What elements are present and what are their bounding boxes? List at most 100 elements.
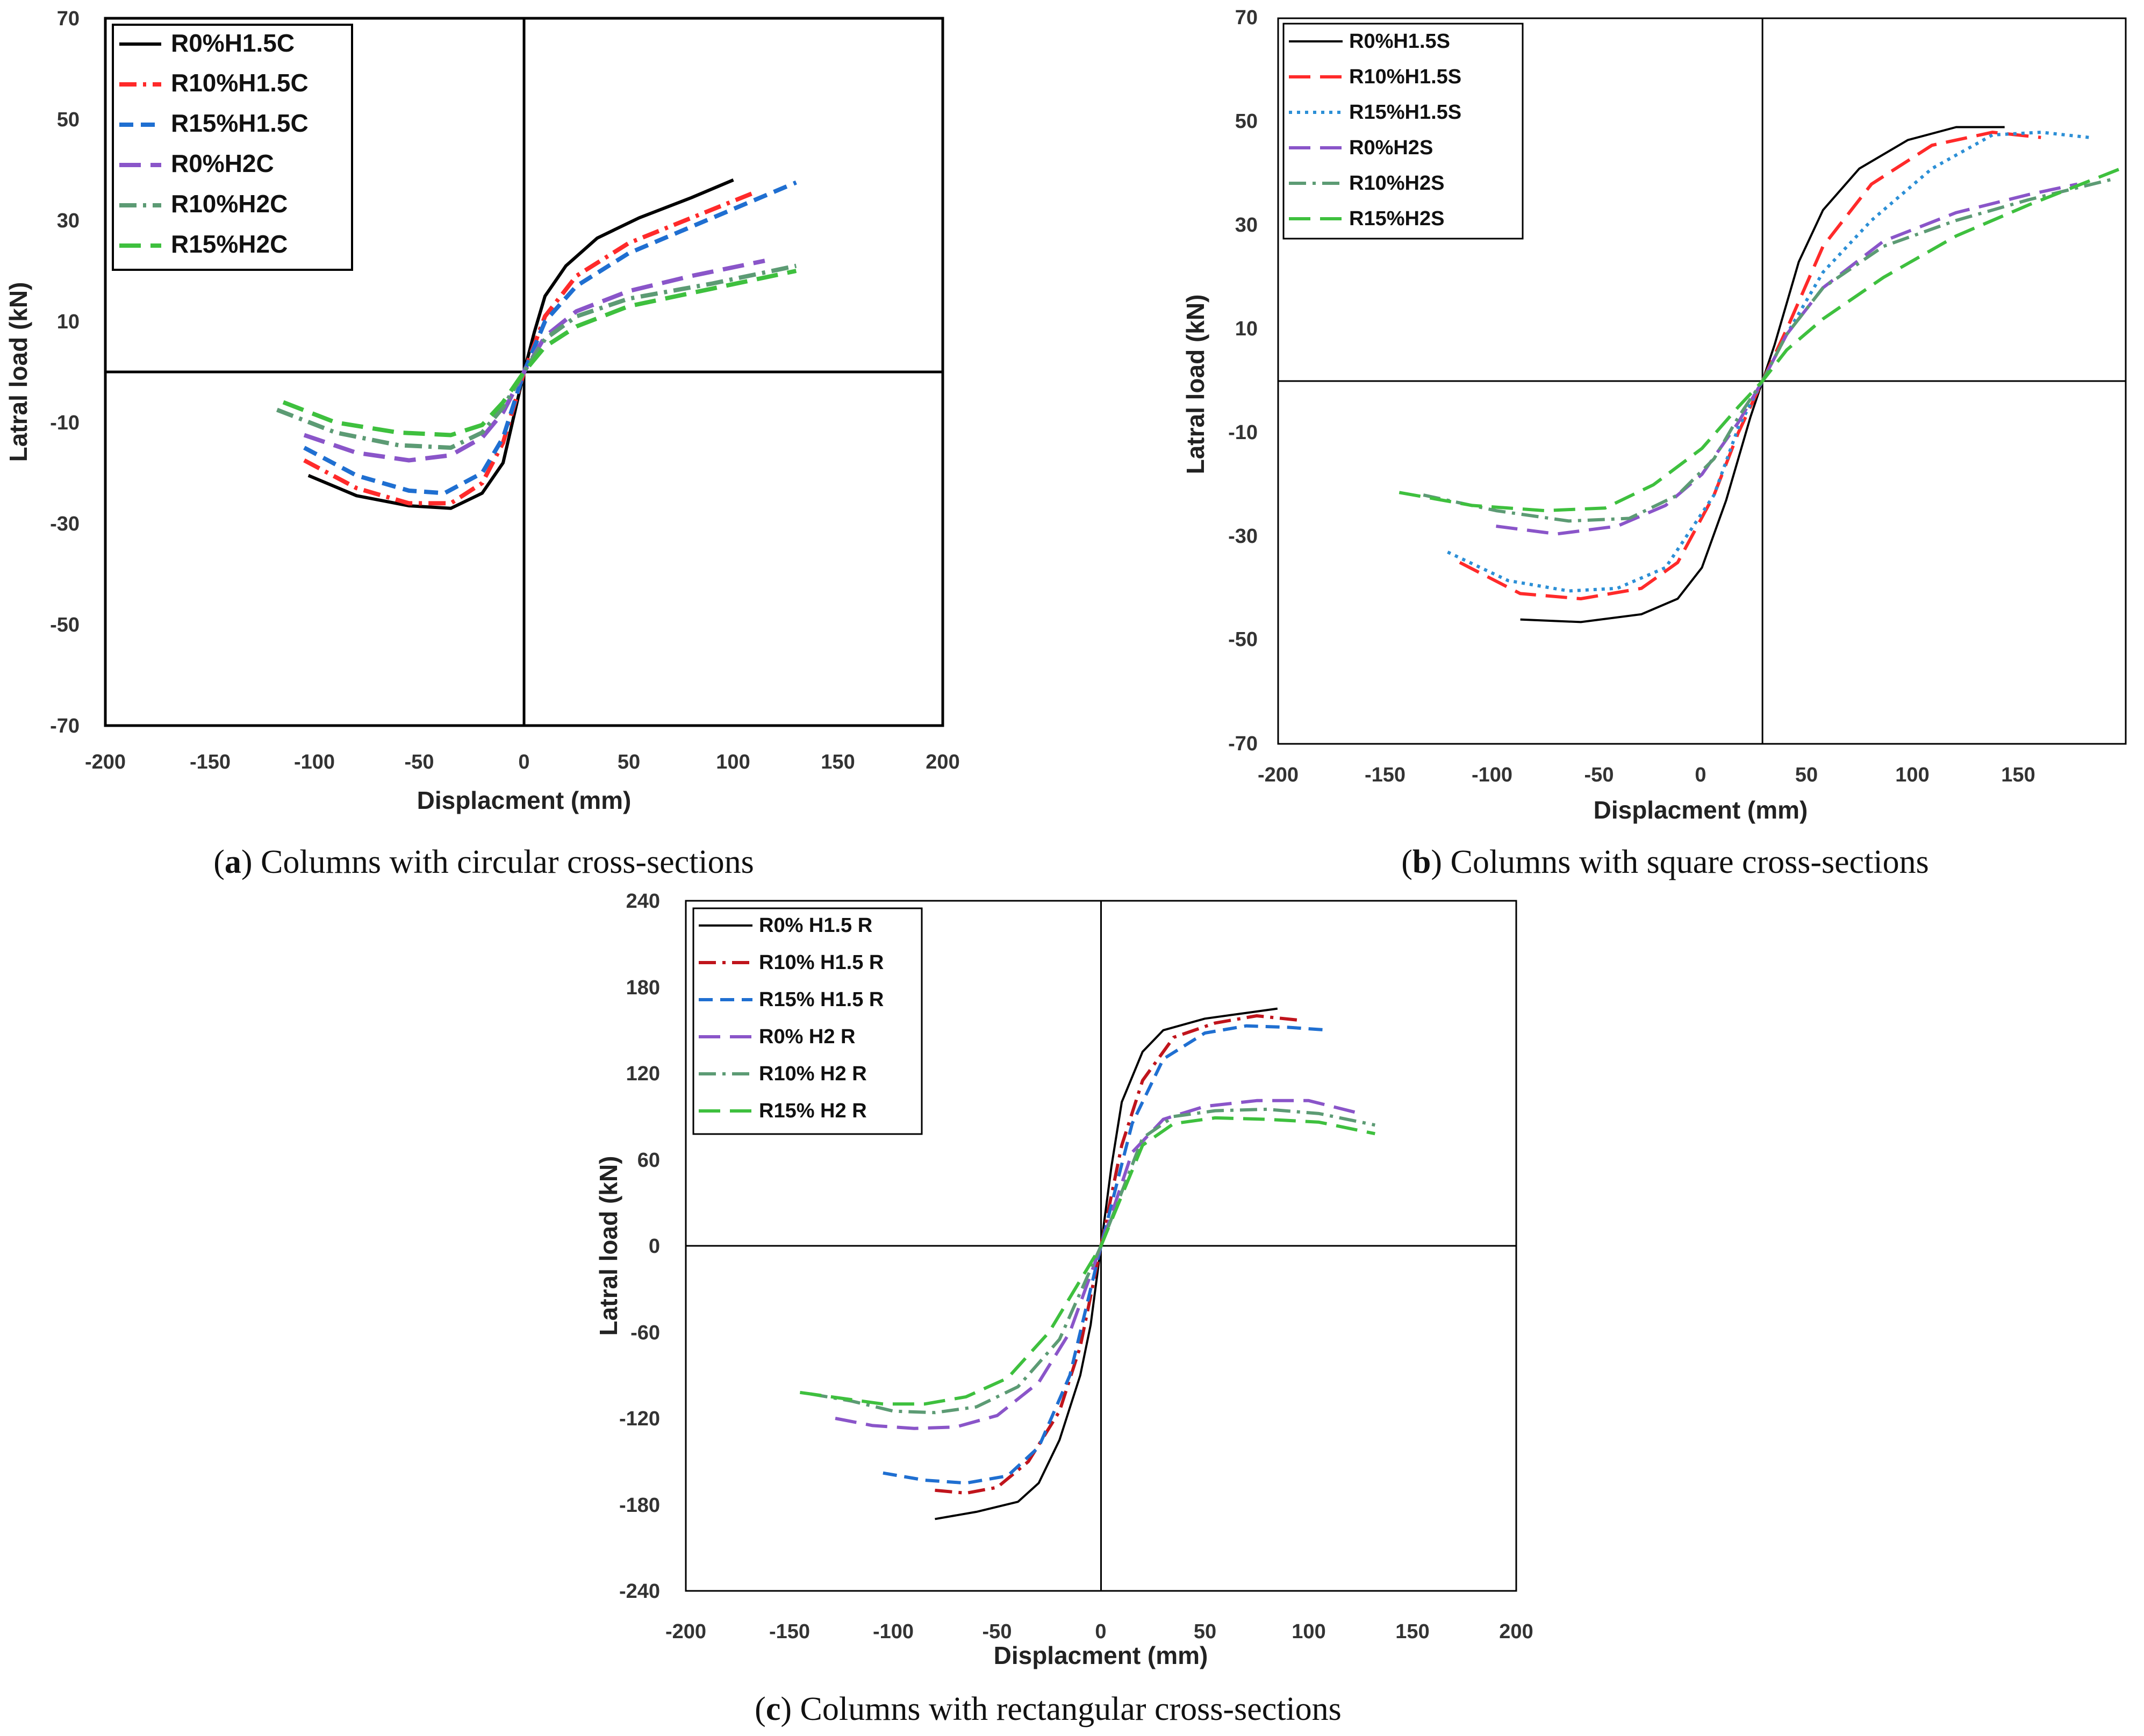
legend-box-c xyxy=(692,907,923,1135)
legend-label: R10%H1.5C xyxy=(171,69,309,97)
y-tick-label: -10 xyxy=(1228,421,1258,444)
legend-label: R0%H2S xyxy=(1349,137,1433,159)
caption-a: (a) Columns with circular cross-sections xyxy=(213,844,754,880)
x-ticks-b: -200 -150 -100 -50 0 50 100 150 xyxy=(1258,764,2035,786)
x-tick-label: 200 xyxy=(1499,1620,1533,1643)
legend-a-swatches xyxy=(119,42,161,248)
caption-b-text: Columns with square cross-sections xyxy=(1442,844,1929,880)
series-line-r15-h2c xyxy=(282,269,797,437)
legend-label: R10%H2C xyxy=(171,190,288,218)
x-tick-label: 0 xyxy=(518,751,529,773)
series-line-r0-h2-r xyxy=(835,1099,1361,1430)
x-tick-label: -100 xyxy=(873,1620,914,1643)
series-line-r15-h1-5c xyxy=(303,180,797,496)
legend-box-a xyxy=(112,24,353,271)
y-tick-label: 10 xyxy=(57,311,80,333)
legend-label: R10%H2S xyxy=(1349,172,1444,195)
legend-label: R10% H1.5 R xyxy=(759,951,884,974)
y-tick-label: 240 xyxy=(626,890,660,913)
x-tick-label: 150 xyxy=(1395,1620,1429,1643)
x-tick-label: -100 xyxy=(1472,764,1512,786)
legend-label: R0% H2 R xyxy=(759,1025,856,1048)
y-tick-label: 30 xyxy=(57,210,80,232)
y-ticks-c: -240 -180 -120 -60 0 60 120 180 240 xyxy=(619,890,660,1603)
x-ticks-c: -200 -150 -100 -50 0 50 100 150 200 xyxy=(665,1620,1533,1643)
y-tick-label: 70 xyxy=(1235,6,1258,29)
legend-c-swatches xyxy=(699,924,752,1113)
y-tick-label: -60 xyxy=(630,1322,660,1344)
y-tick-label: 30 xyxy=(1235,214,1258,236)
x-tick-label: 100 xyxy=(1292,1620,1325,1643)
x-axis-label-a: Displacment (mm) xyxy=(417,786,632,814)
x-tick-label: 0 xyxy=(1695,764,1706,786)
series-line-r15-h1-5-r xyxy=(883,1024,1330,1485)
x-tick-label: 100 xyxy=(1895,764,1929,786)
x-tick-label: 50 xyxy=(618,751,640,773)
y-tick-label: -30 xyxy=(50,513,80,535)
y-tick-label: -70 xyxy=(50,715,80,737)
series-line-r10-h2s xyxy=(1423,177,2114,523)
x-tick-label: -200 xyxy=(1258,764,1299,786)
caption-b-letter: b xyxy=(1412,844,1431,880)
y-tick-label: 50 xyxy=(57,109,80,131)
y-tick-label: -180 xyxy=(619,1494,660,1517)
legend-label: R0%H1.5C xyxy=(171,29,295,57)
y-tick-label: 180 xyxy=(626,977,660,999)
x-axis-label-c: Displacment (mm) xyxy=(994,1641,1208,1669)
series-group-a xyxy=(276,178,797,510)
legend-box-b xyxy=(1282,23,1524,240)
legend-label: R15%H2S xyxy=(1349,207,1444,230)
y-tick-label: 60 xyxy=(637,1149,660,1172)
y-tick-label: 10 xyxy=(1235,318,1258,340)
x-tick-label: -50 xyxy=(1584,764,1614,786)
x-tick-label: 100 xyxy=(716,751,750,773)
y-tick-label: -70 xyxy=(1228,733,1258,755)
y-axis-label-c: Latral load (kN) xyxy=(594,1156,622,1336)
series-line-r15-h2s xyxy=(1399,167,2122,513)
legend-label: R15%H1.5C xyxy=(171,109,309,137)
y-tick-label: -120 xyxy=(619,1408,660,1430)
y-tick-label: -240 xyxy=(619,1580,660,1603)
x-ticks-a: -200 -150 -100 -50 0 50 100 150 200 xyxy=(85,751,960,773)
chart-panel-a: -200 -150 -100 -50 0 50 100 150 200 -70 … xyxy=(4,8,960,814)
caption-c-text: Columns with rectangular cross-sections xyxy=(792,1691,1342,1727)
chart-panel-c: -200 -150 -100 -50 0 50 100 150 200 -240… xyxy=(594,890,1533,1669)
x-tick-label: 150 xyxy=(2001,764,2035,786)
y-tick-label: -50 xyxy=(1228,628,1258,651)
x-tick-label: -150 xyxy=(769,1620,810,1643)
series-group-b xyxy=(1399,126,2122,623)
y-axis-label-b: Latral load (kN) xyxy=(1181,295,1209,475)
legend-label: R15%H1.5S xyxy=(1349,101,1461,124)
y-tick-label: 50 xyxy=(1235,110,1258,133)
legend-label: R10% H2 R xyxy=(759,1063,867,1085)
legend-label: R0% H1.5 R xyxy=(759,914,872,937)
chart-panel-b: -200 -150 -100 -50 0 50 100 150 -70 -50 … xyxy=(1181,6,2127,824)
x-tick-label: 0 xyxy=(1095,1620,1106,1643)
x-tick-label: -150 xyxy=(190,751,231,773)
legend-a: R0%H1.5C R10%H1.5C R15%H1.5C R0%H2C R10%… xyxy=(112,24,353,271)
x-tick-label: -200 xyxy=(85,751,126,773)
caption-c-letter: c xyxy=(766,1691,781,1727)
x-tick-label: -50 xyxy=(983,1620,1012,1643)
legend-label: R0%H2C xyxy=(171,149,274,177)
series-line-r0-h2s xyxy=(1496,182,2078,536)
caption-a-letter: a xyxy=(225,844,241,880)
x-tick-label: -100 xyxy=(294,751,335,773)
y-ticks-a: -70 -50 -30 -10 10 30 50 70 xyxy=(50,8,80,737)
legend-b-swatches xyxy=(1289,40,1343,220)
caption-a-text: Columns with circular cross-sections xyxy=(253,844,754,880)
legend-label: R15%H2C xyxy=(171,230,288,258)
series-line-r0-h2c xyxy=(303,259,765,463)
y-tick-label: 0 xyxy=(649,1235,660,1258)
legend-label: R0%H1.5S xyxy=(1349,30,1450,53)
caption-b: (b) Columns with square cross-sections xyxy=(1401,844,1929,880)
legend-b: R0%H1.5S R10%H1.5S R15%H1.5S R0%H2S R10%… xyxy=(1282,23,1524,240)
x-tick-label: -150 xyxy=(1365,764,1406,786)
x-tick-label: -200 xyxy=(665,1620,706,1643)
y-tick-label: -30 xyxy=(1228,525,1258,548)
x-tick-label: -50 xyxy=(405,751,434,773)
y-ticks-b: -70 -50 -30 -10 10 30 50 70 xyxy=(1228,6,1258,755)
x-tick-label: 50 xyxy=(1795,764,1818,786)
x-tick-label: 50 xyxy=(1194,1620,1216,1643)
